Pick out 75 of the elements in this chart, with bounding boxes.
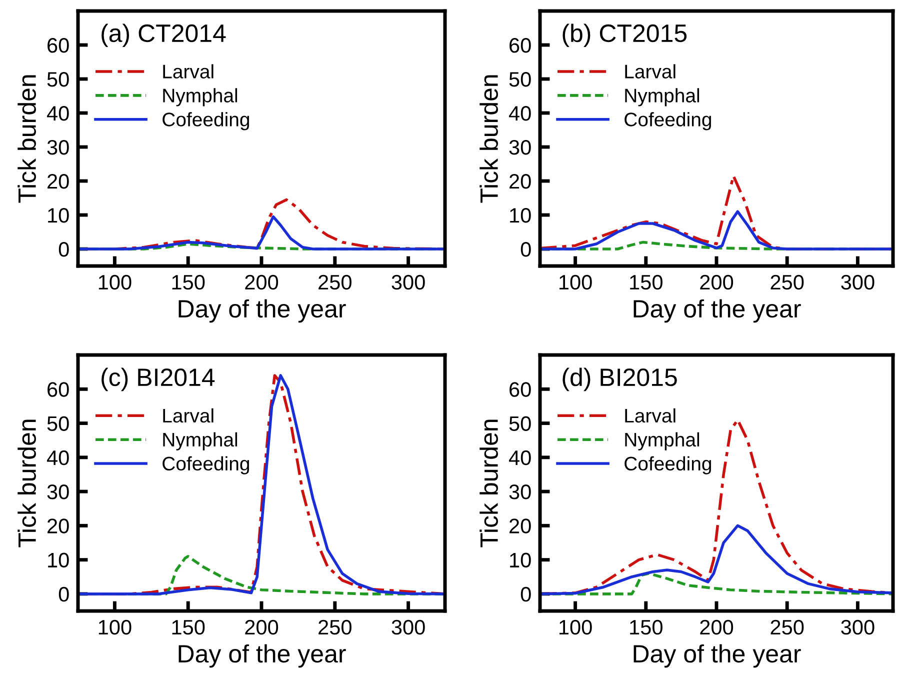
x-tick-label: 100 (98, 274, 132, 290)
y-axis-title: Tick burden (18, 420, 36, 548)
y-tick-label: 20 (48, 174, 69, 189)
y-tick-label: 0 (58, 242, 69, 257)
x-tick-label: 100 (560, 274, 592, 290)
legend-label: Cofeeding (162, 456, 250, 474)
x-tick-label: 300 (392, 274, 425, 290)
y-tick-label: 50 (509, 72, 531, 87)
legend-label: Nymphal (163, 88, 238, 106)
x-axis-title: Day of the year (634, 644, 801, 668)
x-tick-label: 200 (700, 620, 734, 635)
y-tick-label: 40 (508, 450, 531, 466)
y-tick-label: 20 (510, 174, 531, 189)
y-tick-label: 10 (510, 208, 531, 223)
legend-label: Cofeeding (162, 112, 250, 130)
y-tick-label: 50 (47, 72, 69, 87)
x-axis-title: Day of the year (634, 299, 801, 323)
y-tick-label: 10 (48, 552, 69, 568)
y-tick-label: 10 (510, 552, 531, 568)
y-tick-label: 30 (47, 140, 69, 155)
x-tick-label: 200 (245, 274, 278, 290)
legend-label: Larval (163, 408, 214, 423)
chart-title: (a) CT2014 (102, 24, 226, 48)
y-axis-title: Tick burden (480, 420, 498, 548)
y-tick-label: 60 (510, 38, 531, 53)
y-axis-title: Tick burden (480, 75, 498, 203)
y-tick-label: 0 (58, 586, 69, 602)
y-tick-label: 20 (510, 518, 531, 534)
x-tick-label: 200 (245, 620, 278, 635)
y-tick-label: 50 (47, 416, 69, 432)
x-tick-label: 150 (630, 274, 662, 290)
y-tick-label: 0 (520, 242, 531, 257)
legend-label: Nymphal (625, 88, 700, 106)
chart-title: (c) BI2014 (102, 368, 215, 392)
y-tick-label: 20 (48, 518, 69, 534)
x-tick-label: 100 (98, 620, 132, 635)
y-tick-label: 60 (48, 382, 69, 397)
x-tick-label: 150 (172, 620, 205, 635)
y-tick-label: 30 (509, 140, 531, 155)
y-tick-label: 0 (520, 586, 531, 602)
x-tick-label: 300 (392, 620, 425, 635)
chart-title: (b) CT2015 (562, 24, 687, 48)
legend-label: Nymphal (625, 432, 700, 450)
x-tick-label: 250 (770, 620, 804, 635)
legend-label: Larval (625, 64, 676, 78)
x-axis-title: Day of the year (178, 644, 346, 668)
line-series (540, 210, 893, 250)
x-tick-label: 150 (630, 620, 662, 635)
x-tick-label: 250 (318, 274, 352, 290)
y-tick-label: 40 (46, 106, 69, 121)
x-tick-label: 100 (560, 620, 592, 635)
y-tick-label: 30 (47, 484, 69, 500)
legend-label: Larval (625, 408, 676, 423)
legend-label: Cofeeding (624, 456, 712, 474)
x-tick-label: 250 (770, 274, 804, 290)
x-tick-label: 300 (841, 620, 874, 635)
y-tick-label: 60 (510, 382, 531, 397)
x-tick-label: 300 (841, 274, 874, 290)
y-axis-title: Tick burden (18, 75, 36, 203)
chart-title: (d) BI2015 (562, 368, 677, 392)
y-tick-label: 10 (48, 208, 69, 223)
x-tick-label: 250 (318, 620, 352, 635)
y-tick-label: 40 (508, 106, 531, 121)
line-series (540, 524, 893, 596)
y-tick-label: 60 (48, 38, 69, 53)
legend-label: Larval (163, 64, 214, 78)
line-series (78, 215, 445, 250)
legend-label: Nymphal (163, 432, 238, 450)
y-tick-label: 30 (509, 484, 531, 500)
x-tick-label: 200 (700, 274, 734, 290)
x-tick-label: 150 (172, 274, 205, 290)
legend-label: Cofeeding (624, 112, 712, 130)
x-axis-title: Day of the year (178, 299, 346, 323)
y-tick-label: 50 (509, 416, 531, 432)
y-tick-label: 40 (46, 450, 69, 466)
